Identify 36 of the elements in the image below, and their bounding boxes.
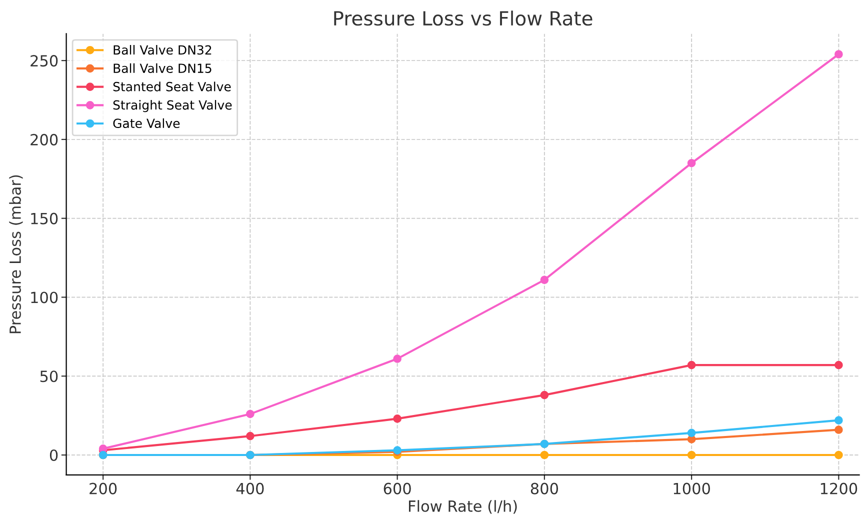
point bbox=[687, 428, 696, 438]
x-tick-label: 600 bbox=[384, 482, 411, 494]
point bbox=[393, 354, 402, 363]
point bbox=[834, 416, 843, 424]
point bbox=[540, 390, 549, 400]
point bbox=[834, 450, 843, 460]
x-tick-label: 1000 bbox=[674, 482, 710, 494]
x-axis-title: Flow Rate (l/h) bbox=[408, 500, 517, 514]
chart-title: Pressure Loss vs Flow Rate bbox=[334, 10, 592, 26]
legend-label: Straight Seat Valve bbox=[113, 100, 232, 112]
point bbox=[687, 450, 696, 460]
x-tick-label: 1200 bbox=[820, 482, 858, 494]
y-tick-label: 0 bbox=[50, 449, 58, 462]
x-tick-label: 200 bbox=[90, 482, 117, 494]
x-tick-label: 800 bbox=[530, 482, 558, 494]
y-tick-label: 150 bbox=[31, 212, 58, 224]
y-axis-title: Pressure Loss (mbar) bbox=[9, 175, 23, 334]
point bbox=[246, 432, 254, 440]
point bbox=[246, 410, 254, 418]
legend-label: Ball Valve DN32 bbox=[114, 44, 212, 55]
point bbox=[834, 50, 843, 58]
point bbox=[834, 426, 843, 434]
point bbox=[687, 360, 696, 370]
y-tick-label: 250 bbox=[30, 55, 58, 67]
legend-label: Gate Valve bbox=[113, 118, 180, 128]
y-tick-label: 50 bbox=[40, 370, 58, 382]
point bbox=[393, 414, 402, 423]
legend-label: Stanted Seat Valve bbox=[113, 82, 231, 92]
point bbox=[540, 276, 549, 284]
point bbox=[687, 158, 696, 168]
point bbox=[540, 450, 549, 460]
y-tick-label: 200 bbox=[30, 134, 58, 146]
legend-label: Ball Valve DN15 bbox=[114, 63, 212, 74]
x-tick-label: 400 bbox=[236, 482, 264, 494]
y-tick-label: 100 bbox=[31, 292, 58, 304]
point bbox=[834, 360, 843, 370]
